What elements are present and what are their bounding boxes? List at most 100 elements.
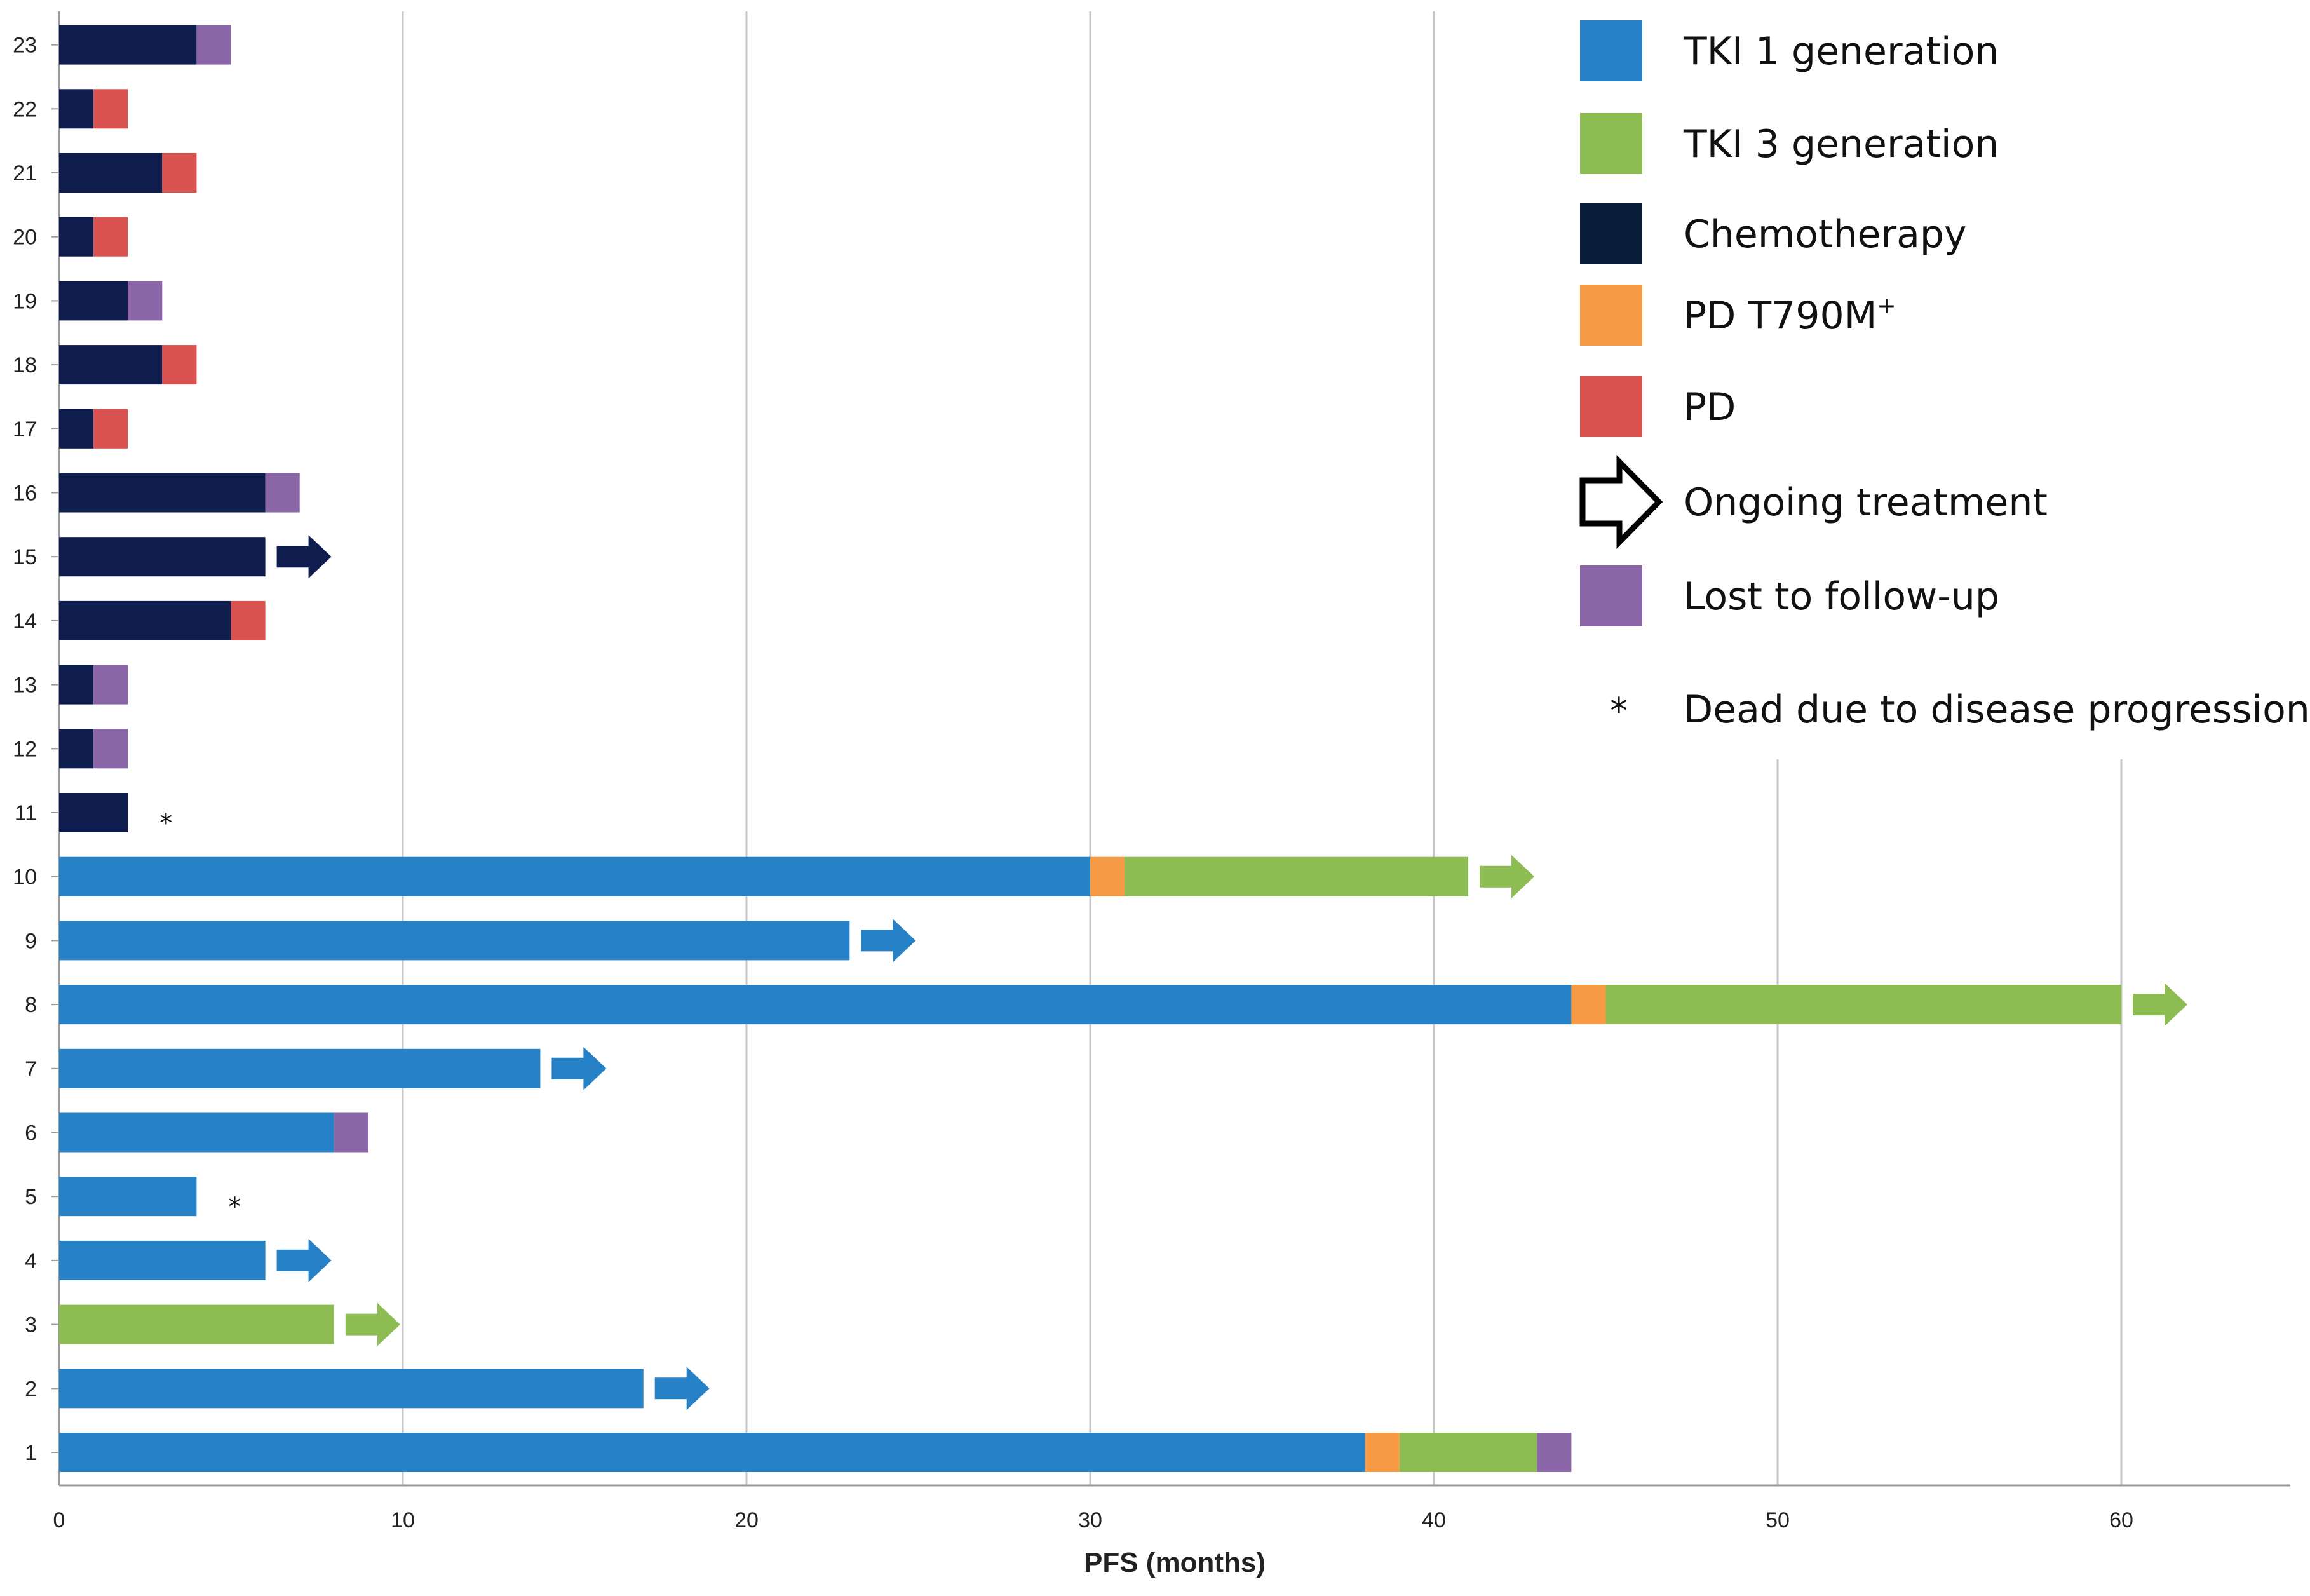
bar-segment	[59, 1304, 334, 1344]
bar-segment	[93, 729, 128, 769]
patient-20-row	[59, 217, 128, 257]
bar-segment	[59, 921, 850, 961]
y-tick-label: 5	[25, 1185, 37, 1209]
legend-label: TKI 3 generation	[1683, 122, 1999, 166]
x-tick-label: 60	[2109, 1508, 2133, 1532]
legend-swatch	[1580, 203, 1642, 264]
bar-segment	[1365, 1433, 1400, 1472]
y-tick-label: 7	[25, 1057, 37, 1081]
legend-swatch	[1580, 565, 1642, 626]
patient-13-row	[59, 665, 128, 705]
y-tick-label: 16	[13, 482, 37, 506]
y-tick-label: 9	[25, 929, 37, 953]
bar-segment	[59, 1048, 541, 1088]
bar-segment	[59, 217, 94, 257]
bar-segment	[59, 793, 128, 832]
y-tick-label: 19	[13, 289, 37, 313]
bar-segment	[128, 281, 163, 321]
x-tick-label: 30	[1078, 1508, 1102, 1532]
patient-7-row	[59, 1046, 607, 1090]
legend: TKI 1 generation TKI 3 generation Chemothe…	[1572, 6, 2310, 759]
legend-label: Dead due to disease progression	[1684, 687, 2310, 732]
patient-10-row	[59, 855, 1535, 898]
y-tick-label: 22	[13, 97, 37, 121]
patient-4-row	[59, 1238, 332, 1282]
patient-17-row	[59, 409, 128, 449]
bar-segment	[59, 600, 231, 640]
bar-segment	[59, 1240, 266, 1280]
y-tick-label: 18	[13, 353, 37, 377]
patient-8-row	[59, 983, 2187, 1027]
x-tick-label: 10	[391, 1508, 415, 1532]
bar-segment	[1125, 856, 1469, 896]
x-tick-label: 40	[1422, 1508, 1446, 1532]
patient-9-row	[59, 919, 916, 963]
legend-background	[1572, 6, 2306, 759]
bar-segment	[59, 409, 94, 449]
bar-segment	[93, 409, 128, 449]
bar-segment	[1571, 985, 1606, 1025]
legend-swatch	[1580, 20, 1642, 81]
bar-segment	[93, 89, 128, 129]
legend-label: PD T790M+	[1684, 293, 1896, 338]
legend-swatch	[1580, 376, 1642, 437]
bar-segment	[59, 281, 128, 321]
patient-23-row	[59, 25, 231, 65]
y-tick-label: 6	[25, 1121, 37, 1146]
y-tick-label: 17	[13, 417, 37, 442]
ongoing-arrow	[276, 1238, 332, 1282]
y-tick-label: 8	[25, 993, 37, 1017]
bar-segment	[265, 473, 300, 513]
legend-item: Chemotherapy	[1580, 203, 1967, 264]
y-tick-label: 13	[13, 673, 37, 698]
patient-2-row	[59, 1367, 710, 1410]
bar-segment	[1605, 985, 2121, 1025]
y-tick-label: 1	[25, 1441, 37, 1465]
bar-segment	[59, 25, 197, 65]
legend-item: PD	[1580, 376, 1736, 437]
ongoing-arrow	[654, 1367, 710, 1410]
legend-item: PD T790M+	[1580, 285, 1896, 346]
patient-15-row	[59, 535, 332, 579]
legend-item: Ongoing treatment	[1579, 455, 2048, 549]
y-tick-label: 3	[25, 1313, 37, 1337]
legend-item: TKI 3 generation	[1580, 113, 1999, 174]
patient-14-row	[59, 600, 266, 640]
bar-segment	[59, 153, 163, 193]
patient-11-row: *	[59, 793, 172, 838]
bar-segment	[59, 665, 94, 705]
x-tick-label: 20	[734, 1508, 759, 1532]
bar-segment	[59, 729, 94, 769]
bar-segment	[231, 600, 266, 640]
patient-5-row: *	[59, 1177, 241, 1222]
bar-segment	[59, 1433, 1365, 1472]
y-tick-label: 12	[13, 737, 37, 761]
patient-3-row	[59, 1302, 400, 1346]
patient-19-row	[59, 281, 163, 321]
ongoing-arrow	[2133, 983, 2187, 1027]
legend-item: * Dead due to disease progression	[1610, 687, 2310, 732]
legend-superscript: +	[1877, 293, 1896, 319]
patient-6-row	[59, 1112, 368, 1153]
ongoing-arrow	[345, 1302, 400, 1346]
legend-label: Ongoing treatment	[1684, 480, 2048, 525]
legend-label: PD	[1684, 385, 1736, 429]
legend-star-icon: *	[1610, 691, 1628, 732]
y-tick-label: 20	[13, 226, 37, 250]
x-tick-label: 50	[1766, 1508, 1790, 1532]
patient-22-row	[59, 89, 128, 129]
ongoing-arrow	[276, 535, 332, 579]
bar-segment	[334, 1112, 368, 1153]
patient-18-row	[59, 345, 197, 385]
patient-21-row	[59, 153, 197, 193]
bar-segment	[59, 89, 94, 129]
legend-item: TKI 1 generation	[1580, 20, 1999, 81]
dead-marker: *	[159, 809, 172, 838]
legend-label: Lost to follow-up	[1684, 574, 1999, 619]
legend-item: Lost to follow-up	[1580, 565, 1999, 626]
bar-segment	[1090, 856, 1125, 896]
y-tick-label: 10	[13, 865, 37, 889]
y-tick-label: 4	[25, 1249, 37, 1273]
